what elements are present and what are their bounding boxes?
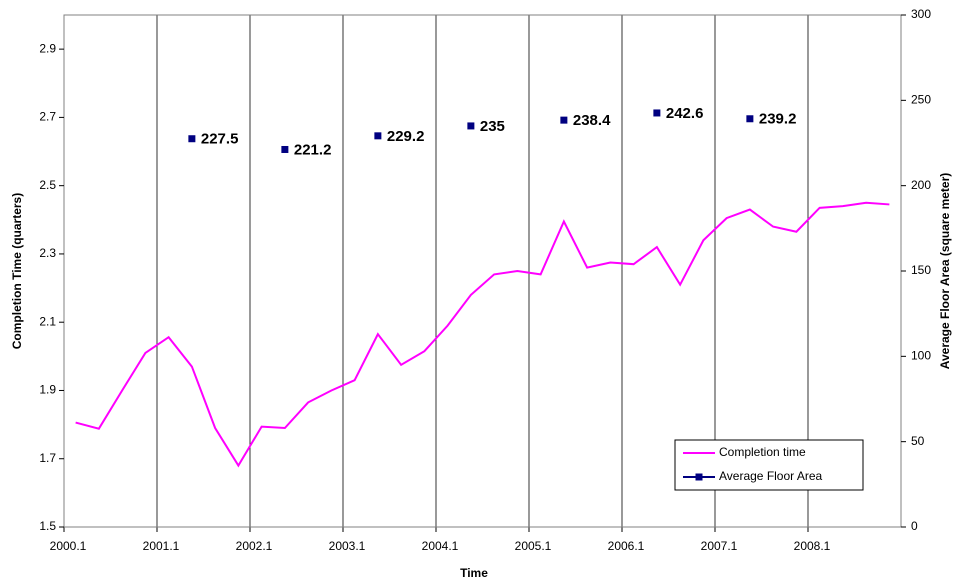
data-label: 239.2 xyxy=(759,111,797,128)
y-tick-label: 2.5 xyxy=(39,178,56,192)
y2-tick-label: 50 xyxy=(911,434,925,448)
line-series xyxy=(75,201,890,468)
data-label: 227.5 xyxy=(201,131,239,148)
marker xyxy=(560,116,568,124)
y-tick-label: 2.3 xyxy=(39,246,56,260)
marker xyxy=(188,135,196,143)
data-label: 242.6 xyxy=(666,105,704,122)
marker xyxy=(374,132,382,140)
x-tick-label: 2000.1 xyxy=(50,539,87,553)
y-tick-label: 1.7 xyxy=(39,451,56,465)
data-label: 221.2 xyxy=(294,141,332,158)
y-axis-title: Completion Time (quarters) xyxy=(10,193,24,349)
y2-tick-label: 300 xyxy=(911,7,931,21)
y-tick-label: 2.9 xyxy=(39,41,56,55)
x-tick-label: 2006.1 xyxy=(608,539,645,553)
y2-tick-label: 200 xyxy=(911,178,931,192)
y2-tick-label: 250 xyxy=(911,93,931,107)
x-tick-label: 2003.1 xyxy=(329,539,366,553)
x-tick-label: 2008.1 xyxy=(794,539,831,553)
x-tick-label: 2002.1 xyxy=(236,539,273,553)
y2-tick-label: 150 xyxy=(911,263,931,277)
data-label: 238.4 xyxy=(573,112,611,129)
y-tick-label: 1.9 xyxy=(39,383,56,397)
x-tick-label: 2007.1 xyxy=(701,539,738,553)
legend-label: Completion time xyxy=(719,445,806,459)
y2-tick-label: 0 xyxy=(911,519,918,533)
y2-tick-label: 100 xyxy=(911,349,931,363)
x-tick-label: 2004.1 xyxy=(422,539,459,553)
marker xyxy=(746,115,754,123)
marker xyxy=(653,109,661,117)
y-tick-label: 2.7 xyxy=(39,110,56,124)
legend-marker xyxy=(695,473,703,481)
legend-label: Average Floor Area xyxy=(719,469,822,483)
x-tick-label: 2005.1 xyxy=(515,539,552,553)
marker xyxy=(281,145,289,153)
y2-axis-title: Average Floor Area (square meter) xyxy=(938,173,952,370)
y-tick-label: 2.1 xyxy=(39,314,56,328)
x-axis-title: Time xyxy=(460,566,488,580)
legend-box xyxy=(674,439,864,491)
data-label: 235 xyxy=(480,118,505,135)
data-label: 229.2 xyxy=(387,128,425,145)
x-tick-label: 2001.1 xyxy=(143,539,180,553)
marker xyxy=(467,122,475,130)
y-tick-label: 1.5 xyxy=(39,519,56,533)
